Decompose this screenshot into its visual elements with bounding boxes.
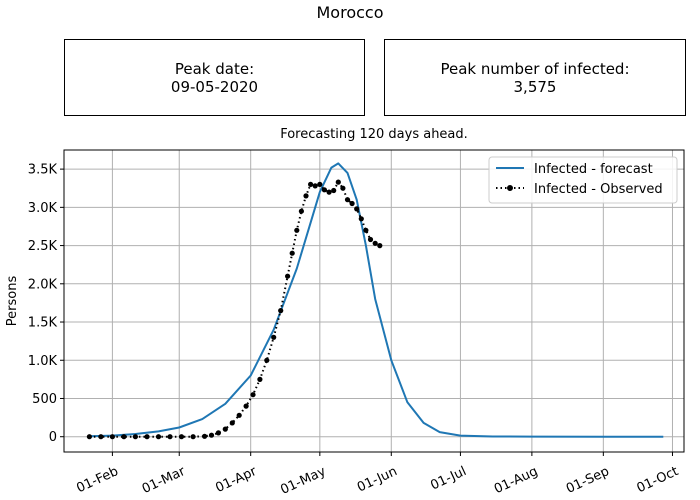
- x-tick-label: 01-May: [278, 464, 328, 498]
- y-tick-label: 3.0K: [28, 201, 58, 216]
- y-tick-label: 2.0K: [28, 277, 58, 292]
- observed-point: [358, 216, 364, 222]
- observed-point: [109, 434, 115, 440]
- series-layer: [86, 162, 664, 440]
- observed-point: [349, 200, 355, 207]
- x-tick-label: 01-Feb: [74, 464, 120, 496]
- y-tick-label: 3.5K: [28, 163, 58, 178]
- peak-infected-value: 3,575: [513, 77, 557, 96]
- observed-point: [344, 197, 351, 203]
- observed-point: [312, 183, 318, 189]
- observed-point: [208, 432, 215, 438]
- y-tick-label: 0: [49, 430, 57, 445]
- observed-point: [155, 434, 162, 440]
- y-tick-label: 1.5K: [28, 316, 58, 331]
- observed-point: [132, 434, 138, 440]
- y-tick-label: 2.5K: [28, 239, 58, 254]
- observed-point: [298, 208, 304, 214]
- peak-infected-label: Peak number of infected:: [440, 59, 630, 78]
- chart-title: Forecasting 120 days ahead.: [280, 127, 468, 142]
- observed-point: [222, 426, 228, 432]
- observed-point: [236, 412, 242, 418]
- observed-point: [215, 430, 221, 436]
- x-tick-label: 01-Aug: [492, 464, 540, 497]
- figure-title: Morocco: [316, 3, 384, 22]
- observed-point: [278, 308, 284, 314]
- observed-point: [335, 179, 341, 185]
- observed-point: [229, 420, 235, 426]
- observed-point: [377, 243, 383, 249]
- observed-point: [294, 227, 300, 233]
- observed-point: [98, 434, 104, 440]
- observed-point: [86, 434, 92, 440]
- observed-point: [340, 185, 346, 191]
- legend-forecast-label: Infected - forecast: [534, 162, 653, 177]
- grid-layer: [64, 150, 684, 452]
- observed-point: [190, 434, 196, 440]
- plot-frame: [63, 149, 685, 453]
- observed-point: [363, 227, 369, 233]
- x-tick-label: 01-Sep: [564, 464, 612, 497]
- observed-point: [326, 189, 332, 195]
- observed-point: [250, 392, 256, 398]
- observed-point: [367, 236, 374, 243]
- x-tick-label: 01-Jul: [428, 464, 468, 494]
- observed-point: [121, 434, 127, 440]
- observed-point: [354, 206, 360, 212]
- legend-observed-label: Infected - Observed: [534, 182, 663, 197]
- observed-point: [144, 434, 150, 440]
- observed-point: [178, 434, 185, 440]
- x-tick-label: 01-Jun: [355, 464, 400, 495]
- tick-layer: 0 500 1.0K 1.5K 2.0K 2.5K 3.0K 3.5K 01-Feb 01-Mar…: [28, 163, 681, 498]
- forecast-series-line: [89, 162, 664, 438]
- observed-point: [167, 434, 173, 440]
- x-tick-label: 01-Mar: [140, 464, 188, 497]
- y-axis-label: Persons: [5, 276, 20, 327]
- observed-point: [202, 433, 208, 439]
- observed-point: [271, 334, 277, 340]
- legend: Infected - forecast Infected - Observed: [488, 156, 678, 204]
- observed-point: [257, 376, 263, 382]
- peak-date-box: Peak date: 09-05-2020: [64, 39, 365, 116]
- x-tick-label: 01-Oct: [635, 464, 681, 496]
- y-tick-label: 1.0K: [28, 354, 58, 369]
- observed-point: [372, 240, 378, 246]
- legend-observed-marker: [507, 185, 513, 191]
- observed-point: [243, 403, 249, 409]
- peak-infected-box: Peak number of infected: 3,575: [384, 39, 686, 116]
- legend-box: [488, 156, 678, 204]
- y-tick-label: 500: [32, 392, 57, 407]
- observed-point: [308, 181, 314, 187]
- peak-date-label: Peak date:: [174, 59, 255, 78]
- observed-point: [303, 193, 309, 199]
- observed-point: [317, 181, 323, 187]
- observed-point: [285, 273, 291, 279]
- observed-point: [289, 250, 295, 256]
- x-tick-label: 01-Apr: [213, 464, 259, 496]
- observed-point: [321, 187, 327, 193]
- observed-point: [331, 187, 337, 194]
- peak-date-value: 09-05-2020: [170, 77, 259, 96]
- observed-point: [264, 357, 270, 363]
